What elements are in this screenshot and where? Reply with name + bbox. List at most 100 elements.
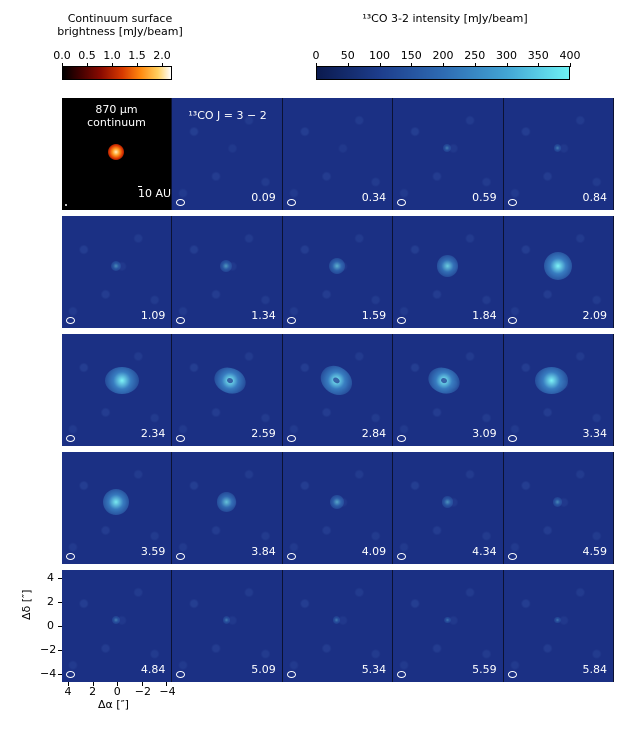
velocity-label: 5.59: [472, 663, 497, 676]
beam-ellipse: [66, 671, 75, 678]
continuum-label-line2: continuum: [87, 116, 146, 129]
co-emission: [333, 616, 341, 624]
continuum-source: [108, 144, 124, 160]
velocity-label: 0.34: [361, 191, 387, 204]
y-tick-label: −2: [40, 643, 57, 656]
channel-panel: 3.84: [172, 452, 283, 564]
beam-ellipse: [176, 553, 186, 560]
y-axis-label: Δδ [″]: [20, 589, 33, 620]
colorbar-tick-label: 100: [369, 49, 390, 62]
co-emission: [216, 492, 237, 512]
co-emission: [315, 360, 358, 402]
colorbar-tick-mark: [411, 63, 413, 67]
velocity-label: 2.59: [251, 427, 276, 440]
beam-ellipse: [397, 435, 407, 442]
continuum-colorbar-title-line2: brightness [mJy/beam]: [57, 25, 183, 38]
velocity-label: 4.34: [472, 545, 497, 558]
channel-panel: 4.34: [393, 452, 504, 564]
channel-map-row: 1.09 1.34 1.59 1.84 2.09: [62, 216, 614, 328]
velocity-label: 3.34: [582, 427, 607, 440]
co-emission: [441, 496, 453, 508]
y-tick-mark: [58, 578, 62, 579]
channel-panel: 3.09: [393, 334, 504, 446]
colorbar-tick-mark: [137, 63, 138, 67]
channel-panel: 2.09: [503, 216, 614, 328]
velocity-label: 2.34: [140, 427, 166, 440]
co-emission: [210, 363, 249, 399]
colorbar-tick-mark: [347, 63, 349, 67]
beam-ellipse: [507, 671, 517, 678]
co-emission: [443, 616, 451, 624]
colorbar-tick-label: 0: [312, 49, 320, 62]
beam-ellipse: [286, 435, 296, 442]
colorbar-tick-mark: [538, 63, 540, 67]
x-tick-label: −4: [159, 685, 176, 698]
beam-ellipse: [176, 317, 186, 324]
channel-panel: 1.84: [393, 216, 504, 328]
channel-panel: ¹³CO J = 3 − 2 0.09: [172, 98, 283, 210]
beam-ellipse: [66, 553, 75, 560]
continuum-panel: 870 μm continuum 10 AU: [62, 98, 173, 210]
channel-panel: 4.09: [282, 452, 394, 564]
continuum-colorbar-title-line1: Continuum surface: [67, 12, 173, 25]
y-tick-mark: [58, 602, 62, 603]
channel-panel: 3.34: [503, 334, 614, 446]
x-tick-mark: [68, 682, 69, 686]
velocity-label: 5.09: [251, 663, 276, 676]
velocity-label: 3.84: [251, 545, 276, 558]
colorbar-tick-label: 0.0: [53, 49, 71, 62]
velocity-label: 1.34: [251, 309, 276, 322]
beam-ellipse: [176, 199, 186, 206]
co-emission: [102, 488, 130, 516]
velocity-label: 3.09: [472, 427, 497, 440]
channel-panel: 5.84: [503, 570, 614, 682]
velocity-label: 1.84: [472, 309, 497, 322]
channel-panel: 0.84: [503, 98, 614, 210]
x-tick-mark: [141, 682, 143, 686]
beam-ellipse: [507, 553, 517, 560]
beam-ellipse: [507, 435, 517, 442]
co-emission: [534, 367, 569, 394]
x-tick-mark: [117, 682, 119, 686]
beam-ellipse: [397, 317, 407, 324]
colorbar-tick-label: 250: [464, 49, 486, 62]
colorbar-tick-label: 1.5: [128, 49, 146, 62]
continuum-beam: [65, 204, 67, 206]
colorbar-tick-mark: [162, 63, 163, 67]
colorbar-tick-label: 150: [400, 49, 422, 62]
colorbar-tick-mark: [87, 63, 88, 67]
co-emission: [329, 494, 345, 510]
velocity-label: 4.09: [361, 545, 387, 558]
velocity-label: 4.59: [582, 545, 607, 558]
colorbar-tick-mark: [443, 63, 444, 67]
channel-panel: 5.59: [393, 570, 504, 682]
scale-bar: [138, 185, 142, 187]
channel-map-row: 3.59 3.84 4.09 4.34 4.59: [62, 452, 614, 564]
colorbar-tick-label: 300: [496, 49, 517, 62]
colorbar-tick-mark: [316, 63, 317, 67]
x-tick-mark: [166, 682, 168, 686]
channel-panel: 2.59: [172, 334, 283, 446]
disk-gap: [225, 377, 234, 385]
continuum-label-line1: 870 μm: [95, 103, 138, 116]
velocity-label: 4.84: [140, 663, 166, 676]
co-emission: [436, 255, 458, 277]
co-emission: [110, 260, 122, 272]
channel-panel: 4.84: [62, 570, 173, 682]
colorbar-tick-label: 200: [432, 49, 454, 62]
channel-map-row: 4.84 5.09 5.34 5.59 5.84: [62, 570, 614, 682]
co-emission: [554, 616, 561, 624]
beam-ellipse: [507, 199, 517, 206]
colorbar-tick-mark: [570, 63, 571, 67]
beam-ellipse: [397, 553, 407, 560]
channel-panel: 3.59: [62, 452, 173, 564]
beam-ellipse: [286, 553, 296, 560]
channel-panel: 2.34: [62, 334, 173, 446]
y-tick-mark: [58, 626, 62, 627]
colorbar-tick-mark: [62, 63, 63, 67]
co-emission: [443, 144, 452, 152]
y-tick-mark: [58, 650, 62, 651]
co-emission: [425, 363, 464, 399]
continuum-label: 870 μm continuum: [62, 103, 171, 129]
beam-ellipse: [66, 435, 75, 442]
